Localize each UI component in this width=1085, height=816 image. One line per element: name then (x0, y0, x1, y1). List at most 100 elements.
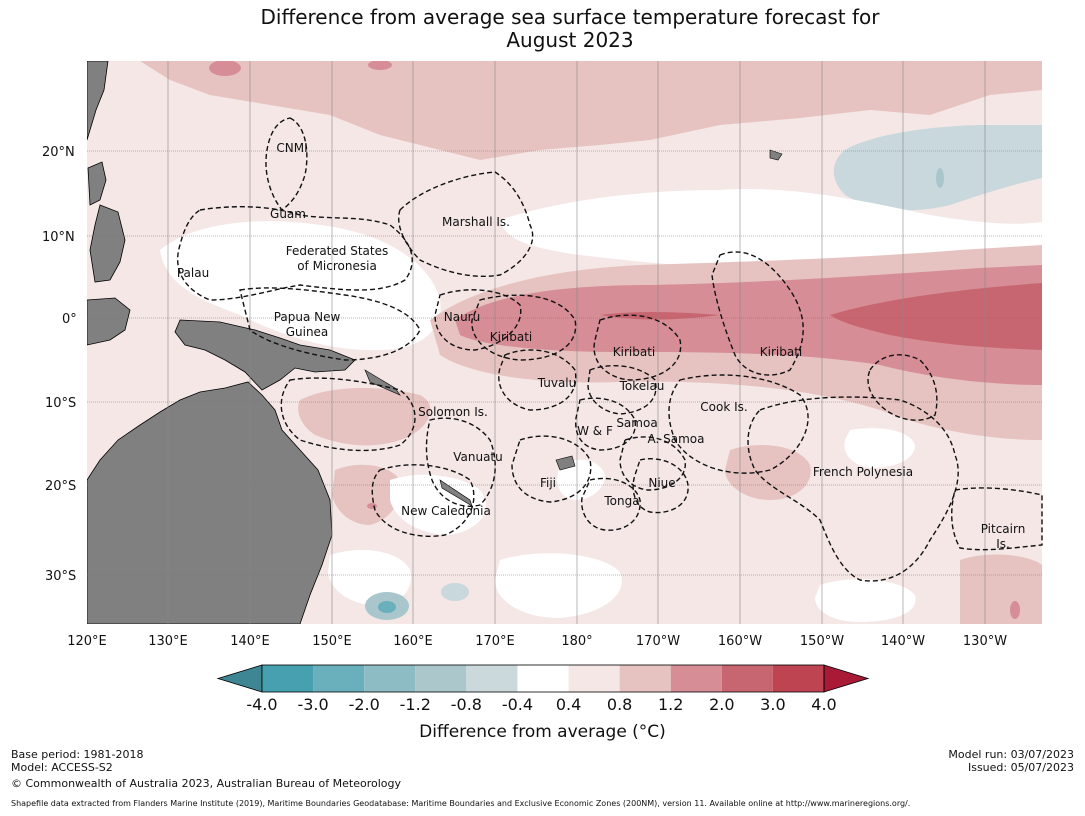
region-label-kiribati-west: Kiribati (490, 330, 532, 344)
anomaly-neutral-south-4 (815, 579, 916, 622)
region-label-wallis-futuna: W & F (577, 424, 613, 438)
colorbar-frame (261, 664, 825, 693)
region-label-samoa: Samoa (616, 416, 657, 430)
lat-label: 20°N (42, 145, 75, 160)
colorbar-segment (670, 665, 722, 692)
anomaly-cool-patch-hawaii (833, 125, 1042, 211)
anomaly-coral-sea-patch (298, 388, 431, 446)
colorbar-tick-label: -2.0 (349, 695, 380, 714)
colorbar-extend-high (823, 664, 870, 693)
lon-label: 150°W (800, 634, 844, 649)
model-name: Model: ACCESS-S2 (11, 761, 113, 774)
colorbar-segment (466, 665, 518, 692)
land-asia (87, 61, 109, 141)
issued-date: Issued: 05/07/2023 (967, 761, 1074, 774)
colorbar-segment (721, 665, 773, 692)
lon-label: 140°W (881, 634, 925, 649)
region-label-png-1: Papua New (274, 310, 341, 324)
lat-label: 10°N (42, 230, 75, 245)
colorbar-tick-label: -4.0 (246, 695, 277, 714)
colorbar-segment (619, 665, 671, 692)
region-label-tuvalu: Tuvalu (537, 376, 577, 390)
lon-label: 170°E (475, 634, 515, 649)
longitude-labels: 120°E 130°E 140°E 150°E 160°E 170°E 180°… (67, 634, 1007, 649)
copyright: © Commonwealth of Australia 2023, Austra… (11, 777, 401, 790)
region-label-kiribati-east: Kiribati (760, 345, 802, 359)
region-label-marshall: Marshall Is. (442, 215, 510, 229)
base-period: Base period: 1981-2018 (11, 748, 144, 761)
colorbar-segment (364, 665, 416, 692)
land-new-guinea (174, 319, 356, 391)
shapefile-credit: Shapefile data extracted from Flanders M… (11, 799, 911, 808)
lat-label: 30°S (45, 569, 76, 584)
colorbar-segment (415, 665, 467, 692)
region-label-fsm-2: of Micronesia (297, 259, 377, 273)
region-label-vanuatu: Vanuatu (453, 450, 503, 464)
region-label-new-caledonia: New Caledonia (401, 504, 491, 518)
colorbar-tick-label: -3.0 (297, 695, 328, 714)
colorbar (216, 664, 870, 693)
lon-label: 170°W (636, 634, 680, 649)
colorbar-tick-label: 3.0 (760, 695, 785, 714)
model-run: Model run: 03/07/2023 (948, 748, 1074, 761)
title-line-2: August 2023 (506, 28, 634, 52)
anomaly-north-band (140, 61, 1042, 160)
lon-label: 160°E (393, 634, 433, 649)
land-solomon (364, 369, 401, 396)
chart-title: Difference from average sea surface temp… (0, 6, 1085, 52)
region-label-nauru: Nauru (444, 310, 480, 324)
anomaly-tasman-patch (332, 464, 401, 525)
colorbar-tick-label: 4.0 (811, 695, 836, 714)
region-label-fiji: Fiji (540, 476, 556, 490)
lon-label: 150°E (312, 634, 352, 649)
region-label-solomon: Solomon Is. (418, 405, 488, 419)
colorbar-tick-label: -0.8 (451, 695, 482, 714)
anomaly-spot (209, 61, 241, 76)
anomaly-spot (367, 503, 377, 509)
anomaly-equatorial-band-1-2 (455, 265, 1042, 385)
anomaly-spot (368, 61, 392, 70)
lon-label: 130°E (148, 634, 188, 649)
anomaly-field (87, 61, 1042, 624)
eez-boundaries (176, 117, 1043, 582)
lat-label: 20°S (45, 479, 76, 494)
region-label-kiribati-central: Kiribati (613, 345, 655, 359)
colorbar-segment (568, 665, 620, 692)
region-label-guam: Guam (270, 207, 306, 221)
land-philippines (89, 204, 126, 283)
colorbar-tick-label: -0.4 (502, 695, 533, 714)
lon-label: 140°E (230, 634, 270, 649)
colorbar-ticks: -4.0 -3.0 -2.0 -1.2 -0.8 -0.4 0.4 0.8 1.2 2.0 3.0 4… (246, 695, 836, 714)
lon-label: 160°W (718, 634, 762, 649)
region-label-cnmi: CNMI (276, 141, 307, 155)
footer-left: Base period: 1981-2018 Model: ACCESS-S2 (11, 748, 143, 774)
title-line-1: Difference from average sea surface temp… (260, 5, 880, 29)
anomaly-neutral-south-2 (328, 550, 411, 605)
colorbar-segment (313, 665, 365, 692)
region-label-tokelau: Tokelau (619, 379, 665, 393)
colorbar-extend-low (216, 664, 263, 693)
colorbar-segment (262, 665, 314, 692)
anomaly-cool-spot (936, 168, 944, 188)
anomaly-east-south-patch (960, 554, 1042, 624)
colorbar-segment (772, 665, 824, 692)
region-label-niue: Niue (648, 476, 675, 490)
lat-label: 10°S (45, 396, 76, 411)
colorbar-title: Difference from average (°C) (419, 722, 666, 742)
region-label-american-samoa: A. Samoa (648, 432, 705, 446)
region-label-palau: Palau (177, 266, 209, 280)
land-australia (87, 381, 333, 624)
anomaly-neutral-south-3 (495, 553, 622, 618)
anomaly-cool-spot (441, 583, 469, 601)
region-label-french-polynesia: French Polynesia (813, 465, 913, 479)
region-label-tonga: Tonga (603, 494, 639, 508)
anomaly-neutral-south-5 (557, 459, 605, 500)
region-label-cook: Cook Is. (700, 400, 747, 414)
colorbar-tick-label: -1.2 (400, 695, 431, 714)
region-label-pitcairn-2: Is. (996, 537, 1010, 551)
land-hawaii (769, 149, 783, 161)
anomaly-south-pacific-patch (725, 445, 811, 500)
anomaly-spot (1010, 601, 1020, 619)
anomaly-neutral-south-6 (844, 428, 915, 468)
